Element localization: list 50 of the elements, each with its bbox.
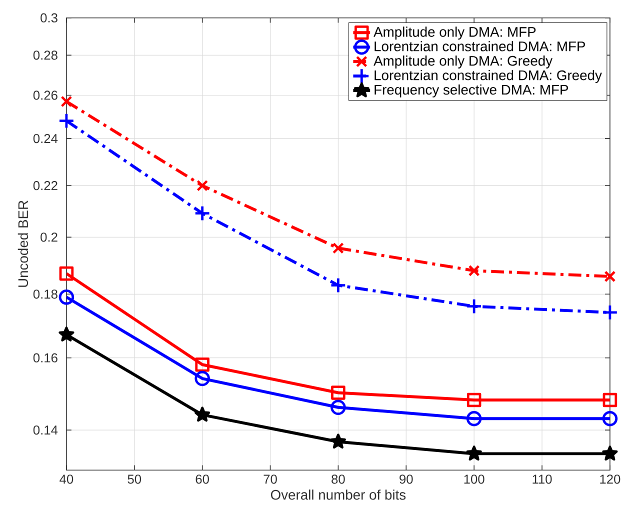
y-tick-label: 0.14: [33, 426, 58, 435]
point: [466, 393, 482, 408]
legend-label: Amplitude only DMA: Greedy: [374, 56, 553, 69]
point: [332, 242, 344, 254]
point: [194, 371, 210, 386]
y-axis-title: Uncoded BER: [18, 200, 28, 288]
x-tick-label: 40: [60, 474, 74, 484]
point: [195, 358, 210, 372]
point: [604, 270, 616, 282]
point: [466, 446, 482, 461]
point: [330, 277, 346, 294]
point: [194, 406, 210, 422]
x-tick-label: 100: [464, 474, 484, 484]
x-tick-label: 120: [600, 474, 620, 484]
y-tick-label: 0.24: [33, 134, 58, 144]
point: [196, 180, 208, 192]
x-tick-label: 80: [332, 474, 345, 484]
point: [602, 411, 618, 426]
point: [466, 298, 482, 315]
legend-label: Lorentzian constrained DMA: MFP: [374, 41, 585, 52]
x-axis-title: Overall number of bits: [270, 490, 406, 500]
point: [330, 400, 346, 416]
point: [194, 205, 210, 222]
legend-label: Amplitude only DMA: MFP: [374, 26, 536, 40]
point: [602, 304, 618, 321]
legend-label: Lorentzian constrained DMA: Greedy: [374, 70, 602, 84]
y-tick-label: 0.22: [33, 181, 58, 190]
x-tick-label: 60: [196, 474, 209, 484]
y-tick-label: 0.18: [33, 290, 58, 299]
point: [330, 434, 346, 449]
x-tick-label: 110: [532, 474, 552, 484]
point: [331, 386, 346, 400]
point: [466, 411, 482, 426]
point: [59, 266, 74, 281]
y-tick-label: 0.2: [40, 232, 58, 242]
point: [468, 265, 480, 277]
y-tick-label: 0.28: [33, 50, 58, 60]
x-tick-label: 70: [264, 474, 277, 484]
point: [58, 290, 74, 305]
point: [58, 326, 74, 342]
y-tick-label: 0.26: [33, 90, 58, 100]
x-tick-label: 50: [128, 474, 142, 484]
point: [58, 112, 75, 130]
point: [60, 96, 72, 108]
y-tick-label: 0.3: [40, 13, 58, 23]
y-tick-label: 0.16: [33, 353, 58, 363]
x-tick-label: 90: [400, 474, 413, 484]
point: [602, 393, 618, 408]
point: [602, 446, 618, 461]
legend-label: Frequency selective DMA: MFP: [374, 84, 568, 98]
